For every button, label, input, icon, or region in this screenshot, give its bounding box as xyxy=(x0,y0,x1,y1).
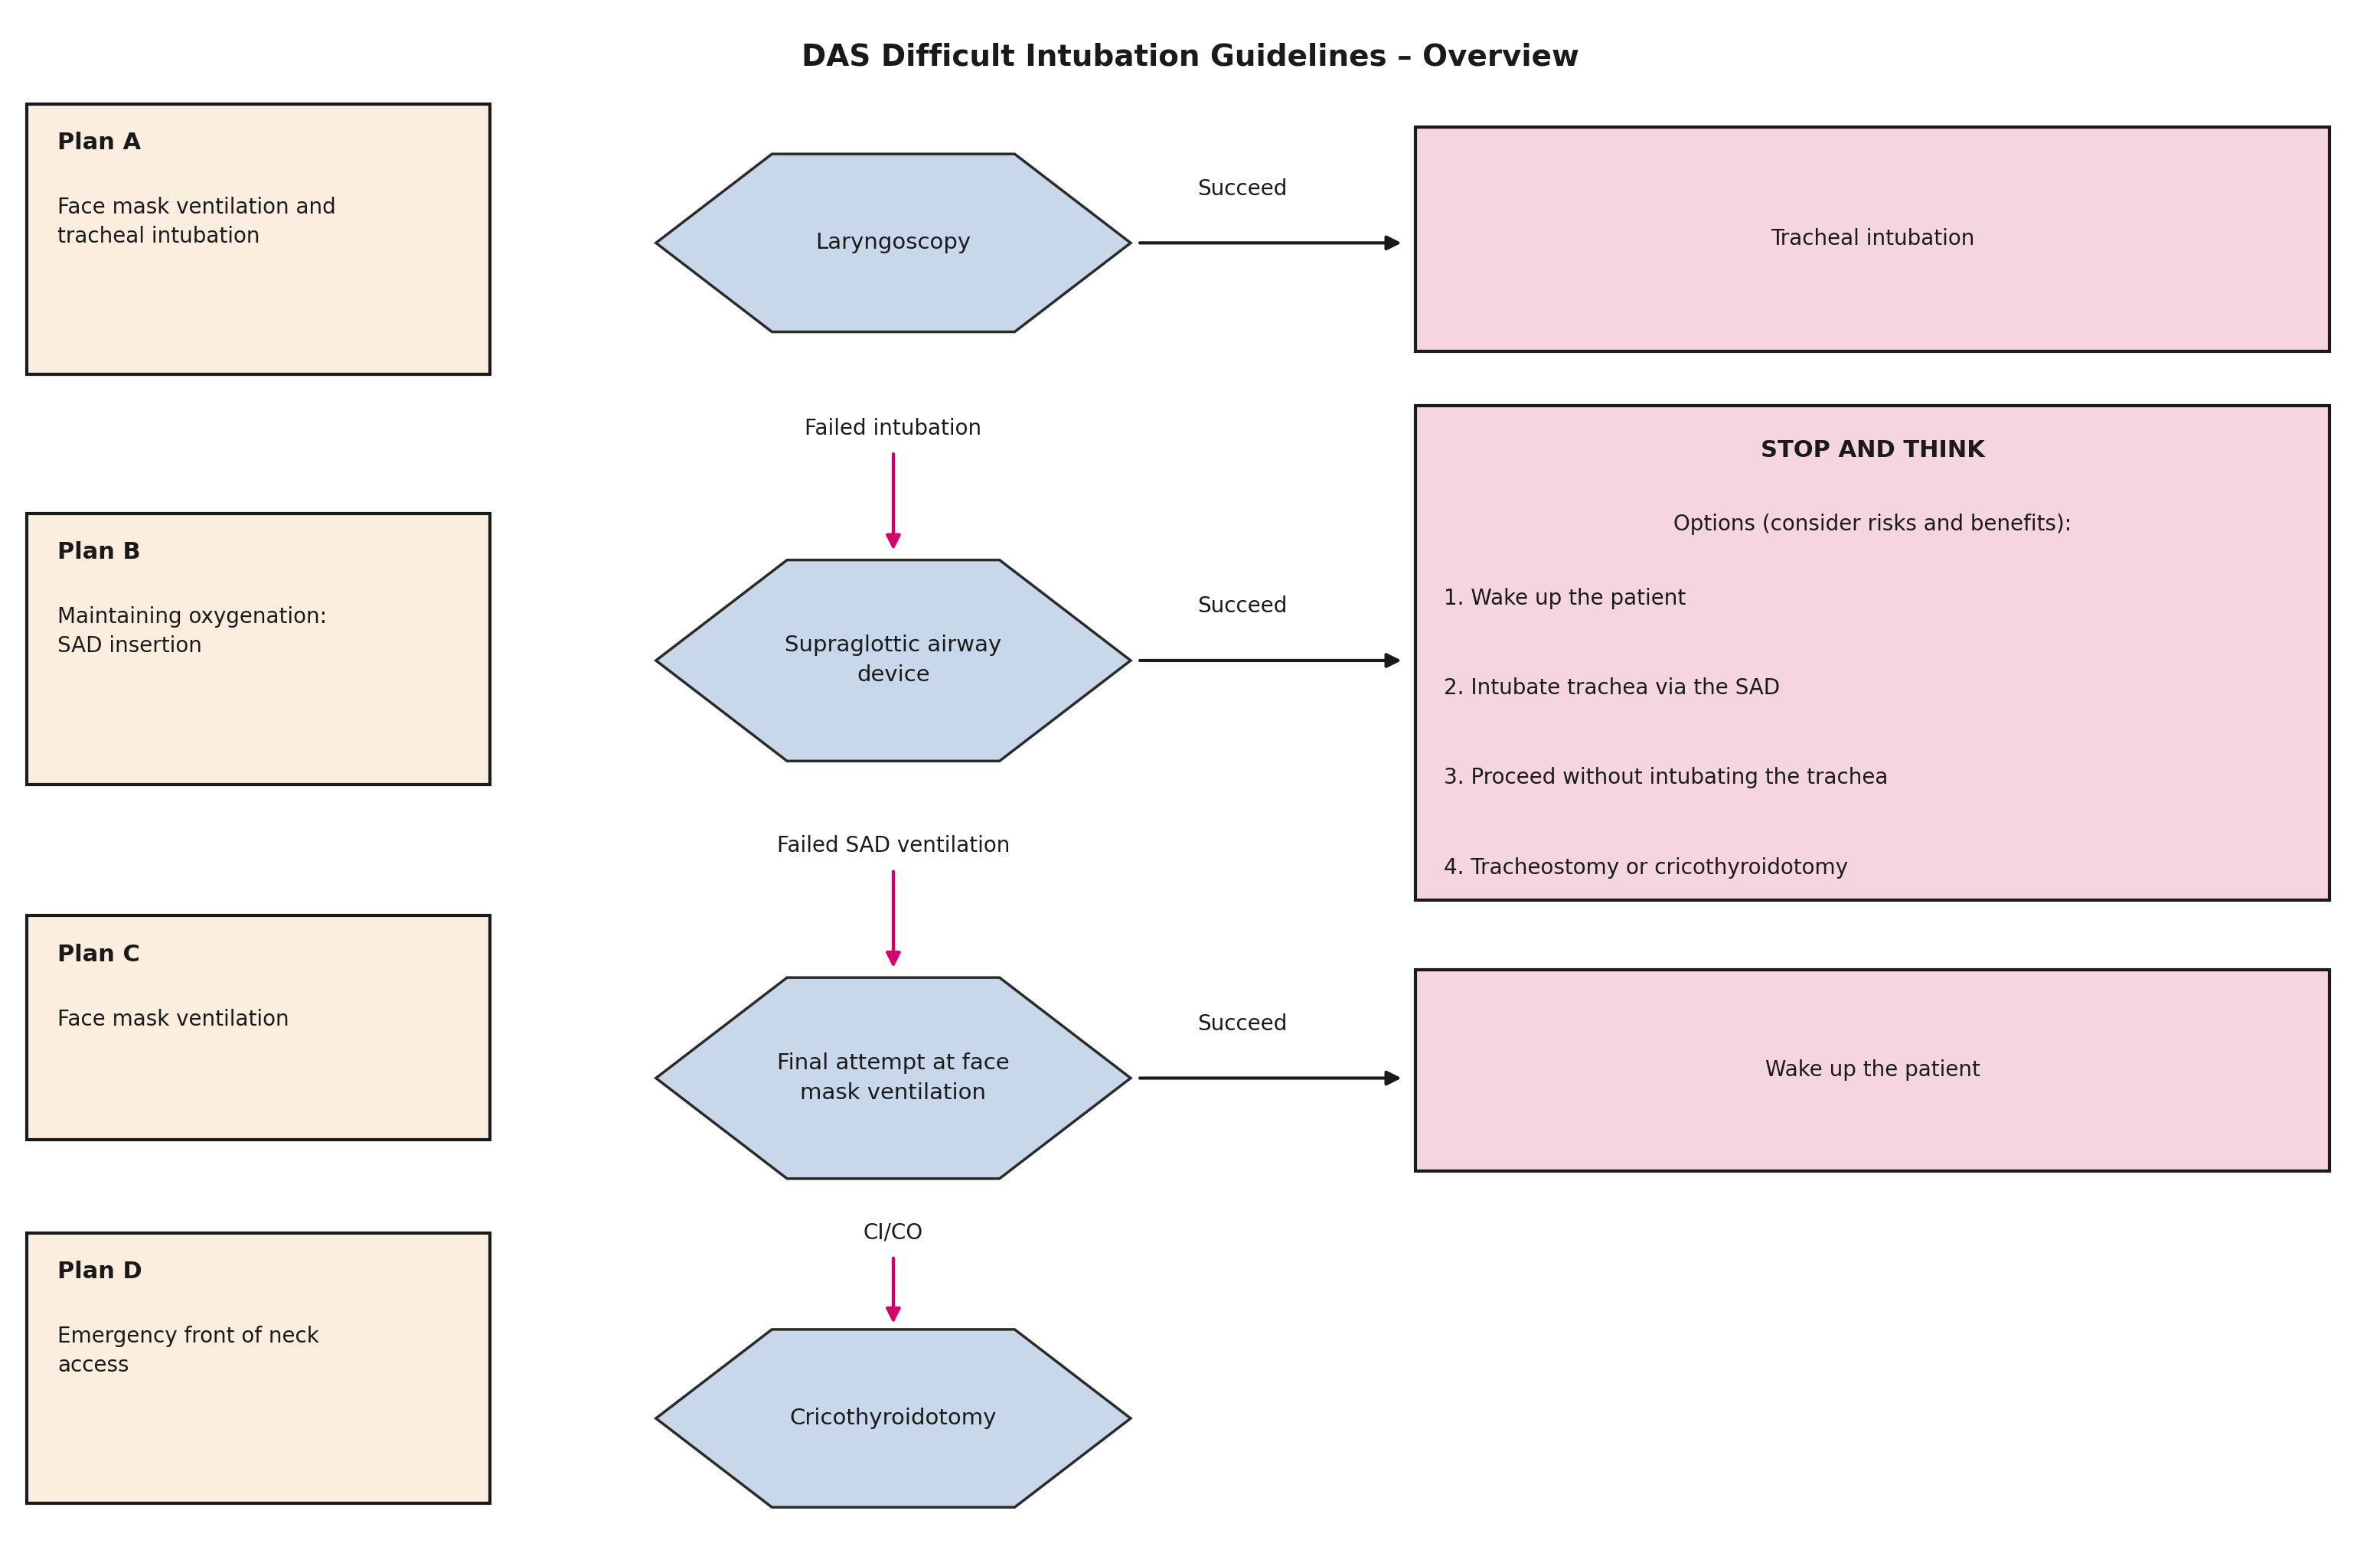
Text: Succeed: Succeed xyxy=(1197,596,1288,617)
Text: Failed SAD ventilation: Failed SAD ventilation xyxy=(776,836,1009,857)
FancyBboxPatch shape xyxy=(26,1233,490,1503)
Text: Options (consider risks and benefits):: Options (consider risks and benefits): xyxy=(1673,514,2071,534)
Text: 3. Proceed without intubating the trachea: 3. Proceed without intubating the trache… xyxy=(1445,767,1887,789)
Text: Laryngoscopy: Laryngoscopy xyxy=(816,233,971,253)
Polygon shape xyxy=(657,1329,1130,1508)
Text: Cricothyroidotomy: Cricothyroidotomy xyxy=(790,1407,997,1429)
Text: 4. Tracheostomy or cricothyroidotomy: 4. Tracheostomy or cricothyroidotomy xyxy=(1445,857,1849,879)
Text: Wake up the patient: Wake up the patient xyxy=(1766,1059,1980,1081)
Text: Supraglottic airway
device: Supraglottic airway device xyxy=(785,635,1002,686)
Text: CI/CO: CI/CO xyxy=(864,1222,923,1244)
Text: 2. Intubate trachea via the SAD: 2. Intubate trachea via the SAD xyxy=(1445,677,1780,699)
Text: Failed intubation: Failed intubation xyxy=(804,418,983,439)
Text: Plan B: Plan B xyxy=(57,542,140,564)
Text: Succeed: Succeed xyxy=(1197,1014,1288,1034)
FancyBboxPatch shape xyxy=(26,514,490,784)
Text: DAS Difficult Intubation Guidelines – Overview: DAS Difficult Intubation Guidelines – Ov… xyxy=(802,43,1578,71)
Text: Plan C: Plan C xyxy=(57,944,140,966)
Text: 1. Wake up the patient: 1. Wake up the patient xyxy=(1445,589,1685,609)
Text: Final attempt at face
mask ventilation: Final attempt at face mask ventilation xyxy=(778,1053,1009,1104)
Text: Tracheal intubation: Tracheal intubation xyxy=(1771,228,1975,250)
Text: Plan D: Plan D xyxy=(57,1261,143,1283)
Text: Face mask ventilation and
tracheal intubation: Face mask ventilation and tracheal intub… xyxy=(57,197,336,247)
Text: Face mask ventilation: Face mask ventilation xyxy=(57,1008,290,1030)
Polygon shape xyxy=(657,561,1130,761)
FancyBboxPatch shape xyxy=(26,104,490,374)
FancyBboxPatch shape xyxy=(1416,405,2330,901)
Text: Maintaining oxygenation:
SAD insertion: Maintaining oxygenation: SAD insertion xyxy=(57,606,326,657)
Text: Plan A: Plan A xyxy=(57,132,140,154)
FancyBboxPatch shape xyxy=(1416,127,2330,351)
Text: Succeed: Succeed xyxy=(1197,179,1288,200)
Polygon shape xyxy=(657,154,1130,332)
Polygon shape xyxy=(657,977,1130,1179)
Text: STOP AND THINK: STOP AND THINK xyxy=(1761,439,1985,461)
FancyBboxPatch shape xyxy=(26,916,490,1140)
Text: Emergency front of neck
access: Emergency front of neck access xyxy=(57,1326,319,1376)
FancyBboxPatch shape xyxy=(1416,969,2330,1171)
